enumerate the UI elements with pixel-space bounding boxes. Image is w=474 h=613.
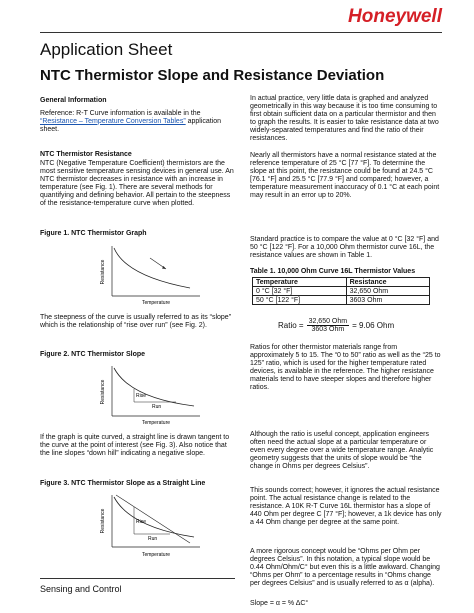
tangent	[115, 494, 191, 544]
title: NTC Thermistor Slope and Resistance Devi…	[40, 67, 385, 84]
caption: Figure 2. NTC Thermistor Slope	[40, 351, 146, 358]
paragraph: A more rigorous concept would be “Ohms p…	[250, 548, 440, 587]
heading: General Information	[40, 97, 107, 104]
formula-result: = 9.06 Ohm	[352, 321, 395, 330]
caption: Figure 1. NTC Thermistor Graph	[40, 230, 147, 237]
heading: NTC Thermistor Resistance	[40, 151, 132, 158]
y-label: Resistance	[100, 379, 106, 404]
footer: Sensing and Control	[40, 584, 122, 594]
footer-rule	[40, 578, 235, 579]
text: application sheet.	[40, 117, 222, 133]
x-label: Temperature	[142, 420, 170, 426]
formula-label: Ratio =	[278, 321, 304, 330]
table-row: 0 °C [32 °F] 32,650 Ohm	[252, 286, 431, 296]
curve	[113, 496, 195, 538]
rule	[40, 32, 442, 33]
fraction: 32,650 Ohm 3603 Ohm	[306, 318, 350, 333]
table: Temperature Resistance 0 °C [32 °F] 32,650…	[252, 277, 431, 305]
figure-2: Rise Run Resistance Temperature	[100, 366, 200, 426]
formula: Slope = α = % ΔC°	[250, 600, 309, 607]
figure-3: Rise Run Resistance Temperature	[100, 494, 200, 558]
curve	[113, 247, 191, 289]
table-title: Table 1. 10,000 Ohm Curve 16L Thermistor…	[250, 268, 416, 275]
paragraph: In actual practice, very little data is …	[250, 95, 439, 142]
table-cell: 50 °C [122 °F]	[252, 295, 347, 305]
arrowhead	[162, 266, 166, 269]
table-row: 50 °C [122 °F] 3603 Ohm	[252, 295, 431, 305]
paragraph: Although the ratio is useful concept, ap…	[250, 431, 434, 470]
paragraph: Ratios for other thermistor materials ra…	[250, 344, 441, 391]
y-label: Resistance	[100, 508, 106, 533]
run-label: Run	[152, 404, 161, 410]
numerator: 32,650 Ohm	[306, 318, 350, 326]
paragraph: Standard practice is to compare the valu…	[250, 236, 439, 259]
x-label: Temperature	[142, 300, 170, 306]
x-label: Temperature	[142, 552, 170, 558]
formula: Ratio = 32,650 Ohm 3603 Ohm = 9.06 Ohm	[278, 318, 394, 333]
denominator: 3603 Ohm	[311, 326, 345, 333]
paragraph: The steepness of the curve is usually re…	[40, 314, 232, 329]
caption: Figure 3. NTC Thermistor Slope as a Stra…	[40, 480, 206, 487]
figure-1: Resistance Temperature	[100, 246, 200, 306]
table-cell: 32,650 Ohm	[345, 286, 431, 296]
curve	[113, 367, 195, 407]
doc-type: Application Sheet	[40, 40, 173, 59]
rise-label: Rise	[136, 393, 146, 399]
logo: Honeywell	[348, 6, 442, 27]
paragraph: NTC (Negative Temperature Coefficient) t…	[40, 160, 234, 207]
paragraph: Reference: R-T Curve information is avai…	[40, 110, 235, 134]
rise-label: Rise	[136, 519, 146, 525]
paragraph: This sounds correct; however, it ignores…	[250, 487, 442, 526]
table-cell: 0 °C [32 °F]	[252, 286, 347, 296]
table-cell: 3603 Ohm	[345, 295, 431, 305]
paragraph: Nearly all thermistors have a normal res…	[250, 152, 440, 199]
run-label: Run	[148, 536, 157, 542]
y-label: Resistance	[100, 259, 106, 284]
paragraph: If the graph is quite curved, a straight…	[40, 434, 230, 457]
table-header: Temperature	[252, 277, 347, 287]
table-header: Resistance	[345, 277, 431, 287]
link[interactable]: “Resistance – Temperature Conversion Tab…	[40, 117, 186, 125]
table-row: Temperature Resistance	[252, 277, 431, 287]
text: Reference: R-T Curve information is avai…	[40, 110, 201, 117]
